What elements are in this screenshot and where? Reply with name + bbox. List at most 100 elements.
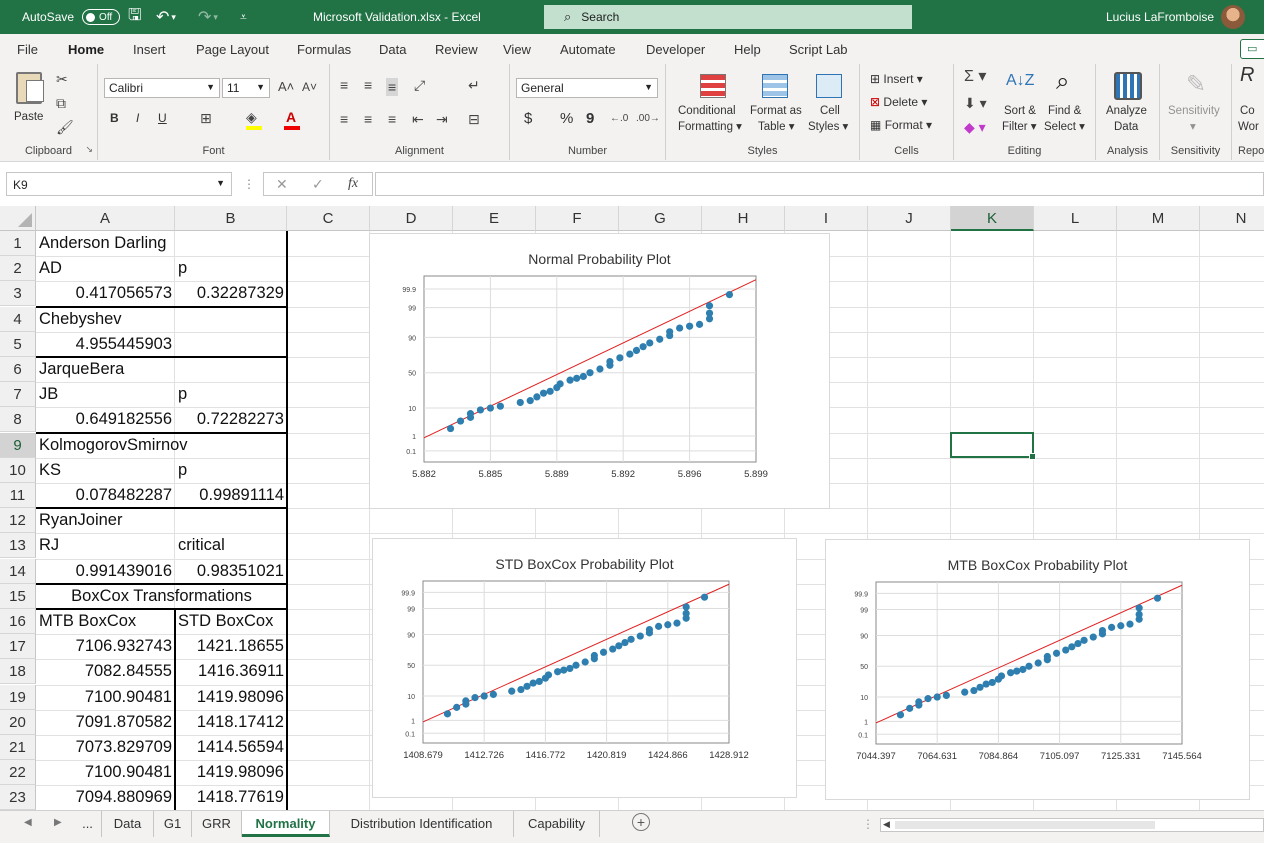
comments-button[interactable]: ▭ [1240, 39, 1264, 59]
row-header[interactable]: 20 [0, 709, 36, 735]
prev-sheet-icon[interactable]: ◀ [24, 817, 32, 828]
tab-script-lab[interactable]: Script Lab [789, 42, 848, 57]
row-header[interactable]: 12 [0, 508, 36, 534]
delete-cells-button[interactable]: ⊠ Delete ▾ [870, 95, 928, 109]
italic-button[interactable]: I [136, 111, 140, 125]
tab-page-layout[interactable]: Page Layout [196, 42, 270, 57]
row-header[interactable]: 16 [0, 609, 36, 634]
comma-button[interactable]: 9 [586, 110, 595, 127]
active-cell[interactable] [950, 431, 1036, 460]
currency-button[interactable]: $ [524, 110, 533, 127]
cell-b22[interactable]: 1419.98096 [196, 763, 284, 782]
column-header-n[interactable]: N [1200, 206, 1264, 231]
tab-insert[interactable]: Insert [133, 42, 166, 57]
column-header-j[interactable]: J [868, 206, 951, 231]
align-center-icon[interactable]: ≡ [364, 111, 373, 127]
row-header[interactable]: 7 [0, 382, 36, 408]
row-header[interactable]: 1 [0, 231, 36, 256]
cell-b8[interactable]: 0.72282273 [196, 410, 284, 429]
decrease-decimal-icon[interactable]: .00→ [636, 113, 660, 124]
row-header[interactable]: 3 [0, 281, 36, 307]
row-header[interactable]: 5 [0, 331, 36, 357]
column-header-k[interactable]: K [951, 206, 1034, 231]
dialog-launcher-icon[interactable]: ↘ [85, 144, 93, 154]
cell-styles-button[interactable]: Cell Styles ▾ [806, 68, 856, 140]
align-left-icon[interactable]: ≡ [340, 111, 349, 127]
tab-formulas[interactable]: Formulas [297, 42, 352, 57]
cell-b16[interactable]: STD BoxCox [178, 612, 274, 630]
normal-probability-chart[interactable]: Normal Probability Plot 99.9 99 90 50 10 1 0.1 5… [369, 233, 830, 509]
name-box[interactable]: K9 ▼ [6, 172, 232, 196]
cell-a3[interactable]: 0.417056573 [75, 284, 172, 303]
cell-a19[interactable]: 7100.90481 [84, 687, 172, 706]
format-as-table-button[interactable]: Format as Table ▾ [748, 68, 804, 140]
cell-a15[interactable]: BoxCox Transformations [71, 586, 252, 605]
cell-a22[interactable]: 7100.90481 [84, 763, 172, 782]
wrap-text-icon[interactable]: ↵ [468, 77, 480, 93]
tab-view[interactable]: View [503, 42, 531, 57]
tab-file[interactable]: File [17, 42, 38, 57]
format-painter-icon[interactable]: 🖌 [56, 119, 74, 135]
cell-b21[interactable]: 1414.56594 [196, 738, 284, 756]
row-header[interactable]: 10 [0, 457, 36, 483]
column-header-m[interactable]: M [1117, 206, 1200, 231]
row-header[interactable]: 11 [0, 483, 36, 508]
sensitivity-button[interactable]: ✎ Sensitivity ▾ [1164, 68, 1228, 140]
std-boxcox-chart[interactable]: STD BoxCox Probability Plot 99.9 99 90 50 10 1… [372, 538, 797, 798]
cell-a4[interactable]: Chebyshev [39, 309, 122, 328]
font-color-icon[interactable]: A [286, 109, 297, 125]
cut-icon[interactable]: ✂ [56, 71, 68, 87]
sheet-tab-grr[interactable]: GRR [192, 811, 242, 837]
formula-input[interactable] [375, 172, 1264, 196]
row-header[interactable]: 13 [0, 533, 36, 559]
row-header[interactable]: 6 [0, 357, 36, 382]
reporting-icon[interactable]: R [1240, 64, 1255, 86]
conditional-formatting-button[interactable]: Conditional Formatting ▾ [674, 68, 748, 140]
cell-b18[interactable]: 1416.36911 [198, 662, 284, 681]
paste-button[interactable]: Paste [12, 70, 48, 130]
cell-b2[interactable]: p [178, 259, 188, 278]
scrollbar-thumb[interactable] [895, 821, 1155, 829]
decrease-font-icon[interactable]: A˅ [302, 80, 318, 94]
borders-icon[interactable]: ⊞ [200, 110, 212, 126]
row-header[interactable]: 21 [0, 735, 36, 760]
align-right-icon[interactable]: ≡ [388, 111, 397, 127]
cell-a14[interactable]: 0.991439016 [75, 561, 172, 580]
increase-font-icon[interactable]: A˄ [278, 79, 295, 94]
cell-a7[interactable]: JB [39, 385, 59, 404]
sheet-tab-g1[interactable]: G1 [154, 811, 192, 837]
tab-help[interactable]: Help [734, 42, 761, 57]
sheet-tab-distribution-identification[interactable]: Distribution Identification [330, 811, 514, 837]
sheet-tab-data[interactable]: Data [102, 811, 154, 837]
decrease-indent-icon[interactable]: ⇤ [412, 111, 424, 127]
more-sheets-button[interactable]: ... [74, 811, 102, 837]
row-header[interactable]: 15 [0, 583, 36, 609]
cell-a21[interactable]: 7073.829709 [75, 738, 172, 756]
cell-a9[interactable]: KolmogorovSmirnov [39, 435, 188, 454]
cell-b11[interactable]: 0.99891114 [199, 486, 284, 504]
insert-function-icon[interactable]: fx [348, 176, 359, 191]
column-header-l[interactable]: L [1034, 206, 1117, 231]
cell-b19[interactable]: 1419.98096 [196, 687, 284, 706]
tab-developer[interactable]: Developer [646, 42, 706, 57]
cell-b17[interactable]: 1421.18655 [196, 637, 284, 656]
mtb-boxcox-chart[interactable]: MTB BoxCox Probability Plot 99.9 99 90 50 10 1… [825, 539, 1250, 800]
tab-home[interactable]: Home [68, 42, 105, 67]
cell-b20[interactable]: 1418.17412 [196, 712, 284, 731]
orientation-icon[interactable]: ⤢ [414, 77, 426, 93]
cell-a18[interactable]: 7082.84555 [84, 662, 172, 681]
analyze-data-button[interactable]: Analyze Data [1100, 68, 1156, 140]
cell-a20[interactable]: 7091.870582 [75, 712, 172, 731]
cell-a10[interactable]: KS [39, 460, 62, 479]
row-header[interactable]: 18 [0, 659, 36, 685]
cell-b23[interactable]: 1418.77619 [196, 788, 284, 807]
column-header-b[interactable]: B [175, 206, 287, 231]
bold-button[interactable]: B [110, 111, 119, 125]
cell-a17[interactable]: 7106.932743 [75, 637, 172, 656]
format-cells-button[interactable]: ▦ Format ▾ [870, 118, 933, 132]
tab-data[interactable]: Data [379, 42, 407, 57]
autosum-icon[interactable]: Σ ▾ [964, 68, 987, 85]
align-top-icon[interactable]: ≡ [340, 77, 349, 93]
horizontal-scrollbar[interactable]: ◀ [880, 818, 1264, 832]
font-size-select[interactable]: 11 ▼ [222, 78, 270, 98]
